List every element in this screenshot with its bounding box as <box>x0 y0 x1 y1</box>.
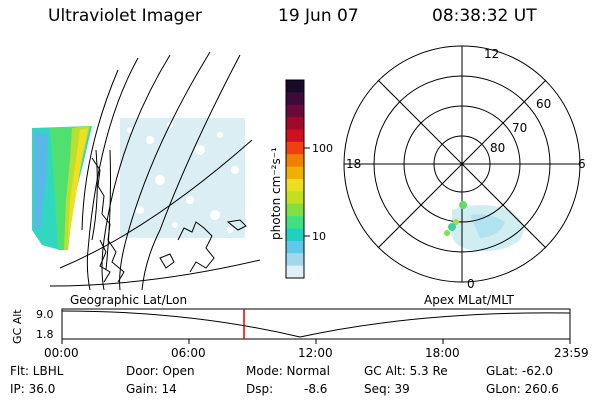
info-dsp-value: -8.6 <box>304 382 328 396</box>
apex-caption: Apex MLat/MLT <box>424 293 514 307</box>
geographic-caption: Geographic Lat/Lon <box>70 293 188 307</box>
date-label: 19 Jun 07 <box>278 6 359 26</box>
faint-emission <box>120 118 245 238</box>
info-dsp-label: Dsp: <box>246 382 274 396</box>
colorbar-segment <box>286 240 304 254</box>
time-tick-2359: 23:59 <box>554 346 589 360</box>
alt-tick-1.8: 1.8 <box>36 328 54 341</box>
colorbar-segment <box>286 129 304 143</box>
colorbar-segment <box>286 104 304 118</box>
colorbar-segment <box>286 80 304 93</box>
lat-label-80: 80 <box>490 141 505 155</box>
colorbar-segment <box>286 179 304 192</box>
colorbar-segment <box>286 92 304 106</box>
colorbar-segment <box>286 228 304 242</box>
auroral-spots <box>444 201 467 236</box>
color-bar <box>286 80 304 279</box>
lat-label-70: 70 <box>512 121 527 135</box>
colorbar-segment <box>286 191 304 205</box>
colorbar-segment <box>286 253 304 267</box>
geographic-map <box>32 51 260 290</box>
polar-label-12: 12 <box>484 47 499 61</box>
time-tick-0000: 00:00 <box>44 346 79 360</box>
colorbar-segment <box>286 117 304 130</box>
colorbar-segment <box>286 154 304 168</box>
time-tick-1800: 18:00 <box>425 346 460 360</box>
altitude-plot: 9.0 1.8 GC Alt 00:00 06:00 12:00 18:00 2… <box>11 308 589 360</box>
colorbar-segment <box>286 141 304 155</box>
alt-tick-9: 9.0 <box>36 308 54 321</box>
auroral-swath <box>32 126 92 250</box>
colorbar-segment <box>286 203 304 217</box>
colorbar-segment <box>286 265 304 279</box>
alt-ylabel: GC Alt <box>11 309 24 344</box>
polar-plot: 12 0 18 6 60 70 80 <box>343 45 586 291</box>
colorbar-unit-label: photon cm⁻²s⁻¹ <box>269 147 283 240</box>
info-seq: Seq: 39 <box>364 382 410 396</box>
faint-emission-dots <box>127 122 239 233</box>
time-tick-0600: 06:00 <box>171 346 206 360</box>
info-door: Door: Open <box>126 364 195 378</box>
info-filter: Flt: LBHL <box>10 364 64 378</box>
lat-label-60: 60 <box>536 97 551 111</box>
time-label: 08:38:32 UT <box>432 6 537 26</box>
colorbar-segment <box>286 166 304 180</box>
info-gain: Gain: 14 <box>126 382 177 396</box>
lat-lon-grid <box>49 51 260 290</box>
polar-label-0: 0 <box>467 277 475 291</box>
info-glat: GLat: -62.0 <box>486 364 553 378</box>
colorbar-tick-100: 100 <box>312 142 333 155</box>
colorbar-segment <box>286 216 304 229</box>
polar-label-18: 18 <box>346 157 361 171</box>
info-mode: Mode: Normal <box>246 364 330 378</box>
info-gc-alt: GC Alt: 5.3 Re <box>364 364 448 378</box>
instrument-title: Ultraviolet Imager <box>48 6 202 26</box>
info-glon: GLon: 260.6 <box>486 382 559 396</box>
colorbar-tick-10: 10 <box>312 230 326 243</box>
time-tick-1200: 12:00 <box>298 346 333 360</box>
coastline <box>91 157 247 283</box>
info-ip: IP: 36.0 <box>10 382 56 396</box>
polar-label-6: 6 <box>578 157 586 171</box>
